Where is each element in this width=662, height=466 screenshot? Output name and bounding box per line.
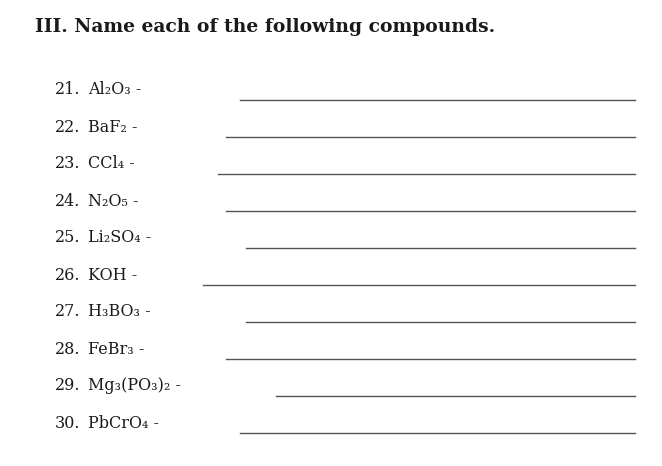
Text: Al₂O₃ -: Al₂O₃ - — [88, 82, 142, 98]
Text: PbCrO₄ -: PbCrO₄ - — [88, 414, 159, 432]
Text: 29.: 29. — [55, 377, 81, 395]
Text: 22.: 22. — [55, 118, 80, 136]
Text: CCl₄ -: CCl₄ - — [88, 156, 135, 172]
Text: Mg₃(PO₃)₂ -: Mg₃(PO₃)₂ - — [88, 377, 181, 395]
Text: 25.: 25. — [55, 229, 81, 247]
Text: 23.: 23. — [55, 156, 81, 172]
Text: FeBr₃ -: FeBr₃ - — [88, 341, 144, 357]
Text: 28.: 28. — [55, 341, 81, 357]
Text: H₃BO₃ -: H₃BO₃ - — [88, 303, 151, 321]
Text: 27.: 27. — [55, 303, 81, 321]
Text: 30.: 30. — [55, 414, 81, 432]
Text: 21.: 21. — [55, 82, 81, 98]
Text: Li₂SO₄ -: Li₂SO₄ - — [88, 229, 151, 247]
Text: KOH -: KOH - — [88, 267, 137, 283]
Text: BaF₂ -: BaF₂ - — [88, 118, 138, 136]
Text: N₂O₅ -: N₂O₅ - — [88, 192, 138, 210]
Text: 24.: 24. — [55, 192, 80, 210]
Text: III. Name each of the following compounds.: III. Name each of the following compound… — [35, 18, 495, 36]
Text: 26.: 26. — [55, 267, 81, 283]
